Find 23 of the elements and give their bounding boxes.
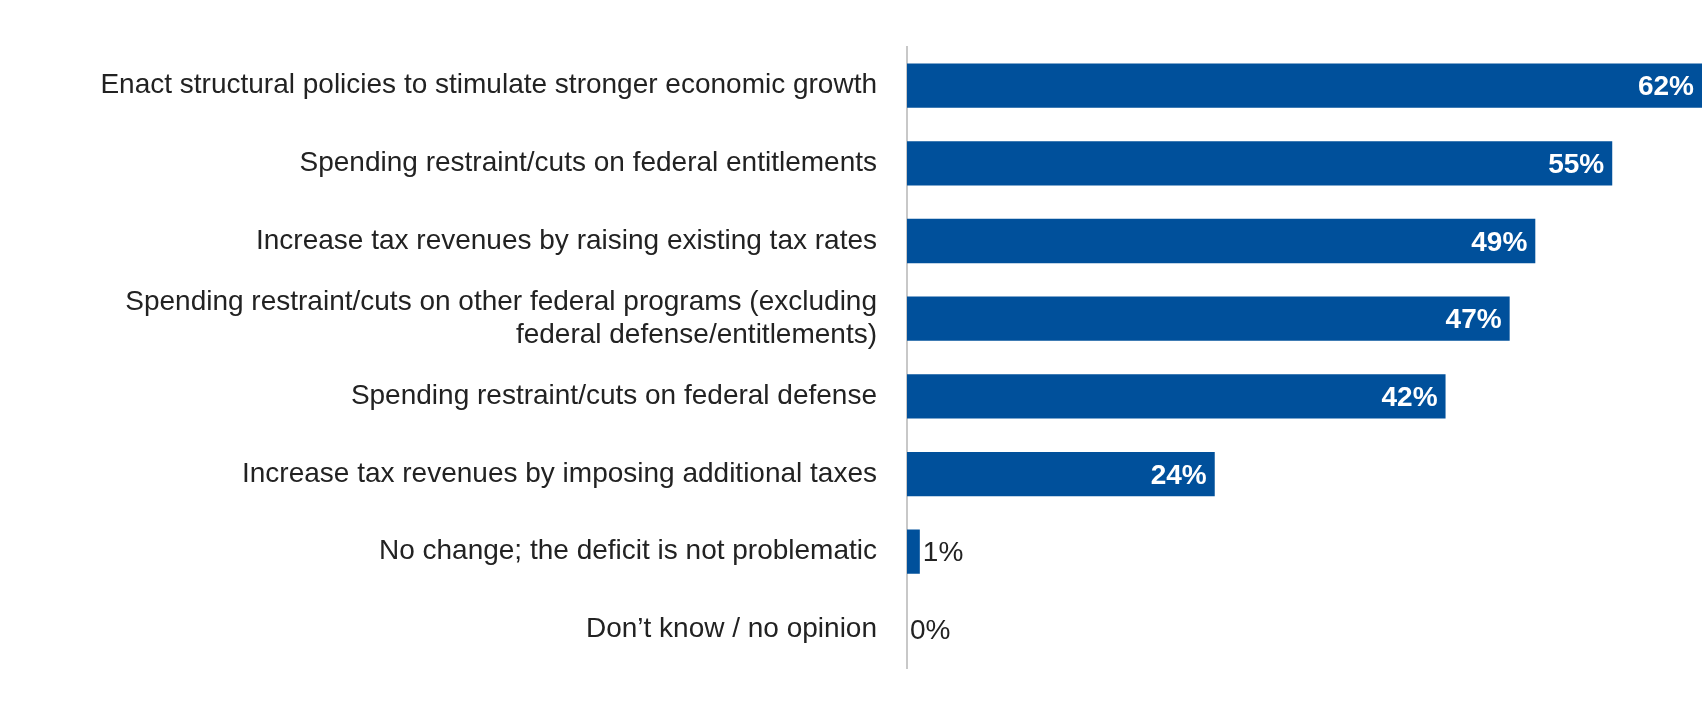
y-tick-label: Don’t know / no opinion [585,612,877,644]
data-label: 24% [1150,458,1207,490]
bar [907,63,1702,108]
y-tick-label: Spending restraint/cuts on federal entitlements [299,146,877,178]
y-tick-label: Spending restraint/cuts on federal defense [350,379,877,411]
data-label: 55% [1548,148,1605,180]
bar [907,374,1446,419]
data-label: 1% [922,536,964,568]
y-tick-label: Increase tax revenues by raising existing tax rates [256,223,877,255]
bar [907,296,1510,341]
bar [907,141,1613,186]
bar [907,451,1215,497]
y-tick-label: Enact structural policies to stimulate stronger economic growth [100,68,877,100]
y-tick-label: Spending restraint/cuts on other federal programs (excluding federal defense/entitlements) [125,284,877,350]
y-tick-label: No change; the deficit is not problematic [378,534,877,566]
data-label: 0% [910,614,951,646]
data-label: 42% [1381,381,1438,413]
data-label: 62% [1637,70,1695,102]
data-label: 47% [1445,303,1502,335]
data-label: 49% [1471,225,1528,257]
y-tick-label: Increase tax revenues by imposing additional taxes [241,456,877,488]
bar [907,218,1536,264]
bar [907,529,920,574]
